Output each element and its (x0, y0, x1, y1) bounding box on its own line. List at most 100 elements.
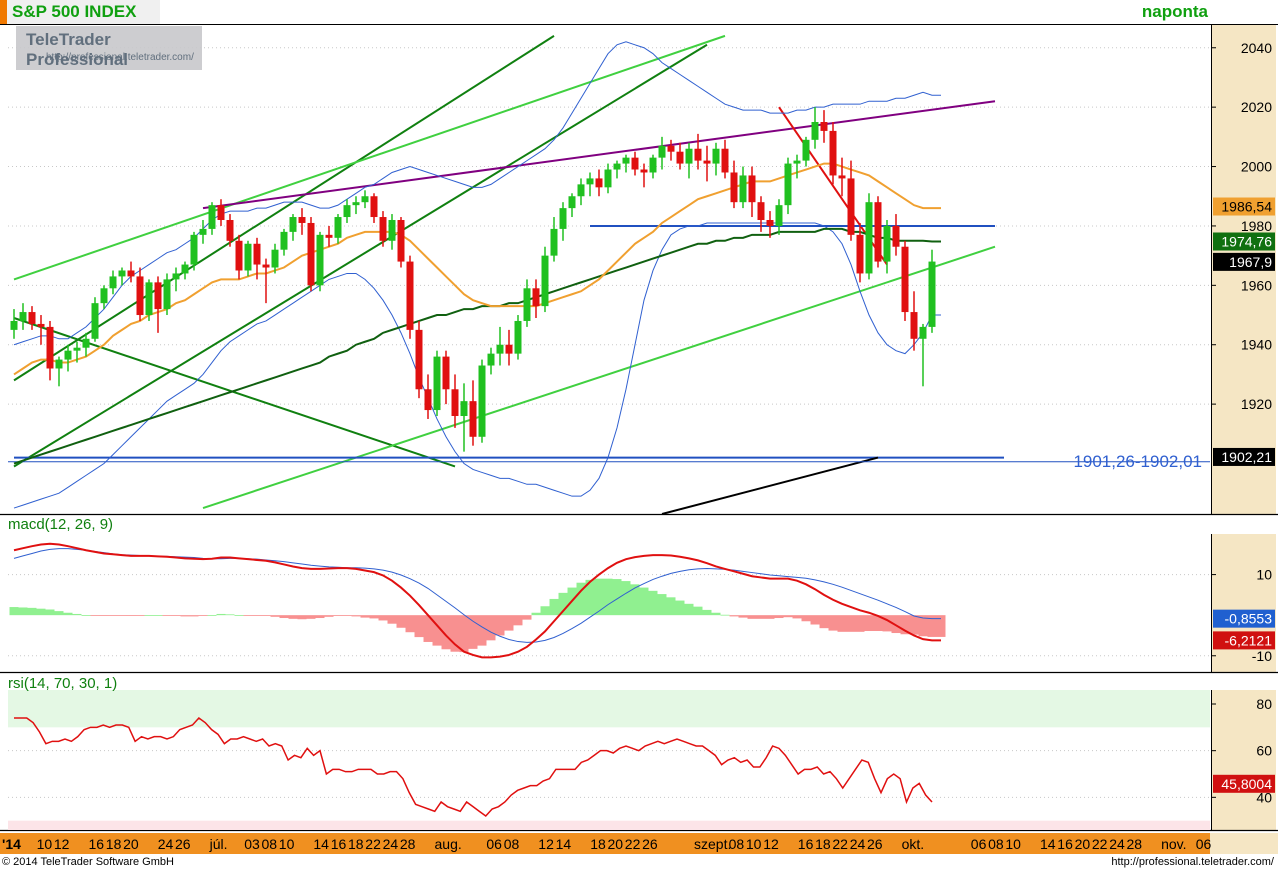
x-tick-label: 12 (763, 836, 779, 852)
candle-body (298, 217, 306, 223)
price-badge-bg (1213, 447, 1275, 466)
macd-histogram-bar (126, 615, 136, 616)
x-tick-label: 14 (556, 836, 572, 852)
macd-histogram-bar (576, 582, 586, 616)
macd-histogram-bar (216, 613, 226, 616)
bollinger-upper-line (13, 41, 941, 346)
macd-histogram-bar (765, 615, 775, 619)
macd-histogram-bar (378, 615, 388, 621)
candle-body (235, 240, 243, 271)
candle-body (82, 338, 90, 348)
candle-body (550, 228, 558, 256)
rsi-oversold-band (8, 820, 1210, 830)
rsi-overbought-band (8, 690, 1210, 728)
price-badge-bg (1213, 252, 1275, 271)
candle-body (19, 312, 27, 321)
macd-histogram-bar (135, 615, 145, 616)
macd-histogram-bar (450, 615, 460, 652)
footer-copyright: © 2014 TeleTrader Software GmbH (2, 856, 174, 868)
macd-histogram-bar (9, 607, 19, 616)
macd-histogram-bar (207, 615, 217, 616)
candle-body (73, 347, 81, 351)
macd-histogram-bar (252, 615, 262, 616)
candle-body (199, 228, 207, 235)
x-tick-label: 06 (486, 836, 502, 852)
candle-body (451, 389, 459, 416)
rsi-badge-label: 45,8004 (1221, 776, 1272, 792)
macd-histogram-bar (45, 609, 55, 616)
y-tick-label: 1920 (1241, 396, 1272, 412)
trendline-channel-ltgreen (13, 34, 726, 281)
candle-body (244, 243, 252, 271)
macd-histogram-bar (63, 612, 73, 616)
candle-body (649, 157, 657, 173)
price-badge-bg (1213, 197, 1275, 216)
macd-line (13, 542, 941, 659)
macd-histogram-bar (648, 590, 658, 616)
x-tick-label: 18 (590, 836, 606, 852)
x-tick-label: 20 (1075, 836, 1091, 852)
macd-histogram-bar (468, 615, 478, 649)
candle-body (919, 326, 927, 339)
candle-body (757, 202, 765, 220)
macd-histogram-bar (819, 615, 829, 629)
x-tick-label: 16 (89, 836, 105, 852)
macd-histogram-bar (504, 615, 514, 631)
candle-body (874, 202, 882, 262)
candle-body (883, 225, 891, 262)
macd-histogram-bar (486, 615, 496, 641)
macd-histogram-bar (711, 612, 721, 616)
x-tick-label: aug. (435, 836, 462, 852)
candle-body (271, 249, 279, 268)
macd-histogram-bar (459, 615, 469, 653)
candle-body (910, 312, 918, 339)
macd-histogram-bar (99, 615, 109, 616)
candle-body (262, 264, 270, 268)
candle-body (379, 217, 387, 241)
macd-histogram-bar (666, 597, 676, 616)
x-tick-label: 24 (383, 836, 399, 852)
x-tick-label: 26 (642, 836, 658, 852)
macd-histogram-bar (288, 615, 298, 619)
candle-body (559, 208, 567, 229)
candle-body (730, 172, 738, 203)
rsi-panel-label: rsi(14, 70, 30, 1) (8, 675, 118, 692)
page-title: S&P 500 INDEX (12, 2, 137, 21)
macd-histogram-bar (324, 615, 334, 617)
macd-histogram-bar (108, 615, 118, 616)
macd-panel-label: macd(12, 26, 9) (8, 516, 114, 533)
y-tick-label: 2040 (1241, 40, 1272, 56)
candle-body (865, 202, 873, 274)
macd-histogram-bar (936, 615, 946, 637)
macd-histogram-bar (612, 579, 622, 616)
candle-body (604, 169, 612, 188)
macd-histogram-bar (774, 615, 784, 619)
candle-body (217, 205, 225, 220)
macd-histogram-bar (333, 615, 343, 616)
trendline-channel-dkgreen (13, 43, 708, 468)
macd-histogram-bar (198, 615, 208, 616)
macd-histogram-bar (171, 615, 181, 616)
macd-histogram-bar (162, 615, 172, 616)
candle-body (343, 205, 351, 218)
candle-body (145, 282, 153, 316)
macd-histogram-bar (621, 581, 631, 616)
candle-body (541, 255, 549, 307)
y-tick-label: 40 (1256, 789, 1272, 805)
candle-body (613, 163, 621, 170)
macd-histogram-bar (387, 615, 397, 624)
footer-url: http://professional.teletrader.com/ (1111, 856, 1274, 868)
candle-body (811, 122, 819, 140)
candle-body (64, 350, 72, 360)
price-badge-label: 1967,9 (1229, 254, 1272, 270)
macd-histogram-bar (891, 615, 901, 634)
x-tick-label: 10 (37, 836, 53, 852)
x-tick-label: 08 (262, 836, 278, 852)
y-tick-label: 2000 (1241, 159, 1272, 175)
macd-histogram-bar (243, 615, 253, 616)
macd-histogram-bar (693, 606, 703, 616)
x-tick-label: nov. (1161, 836, 1186, 852)
trendline-resistance (202, 100, 996, 210)
candle-body (622, 157, 630, 164)
candle-body (856, 234, 864, 274)
